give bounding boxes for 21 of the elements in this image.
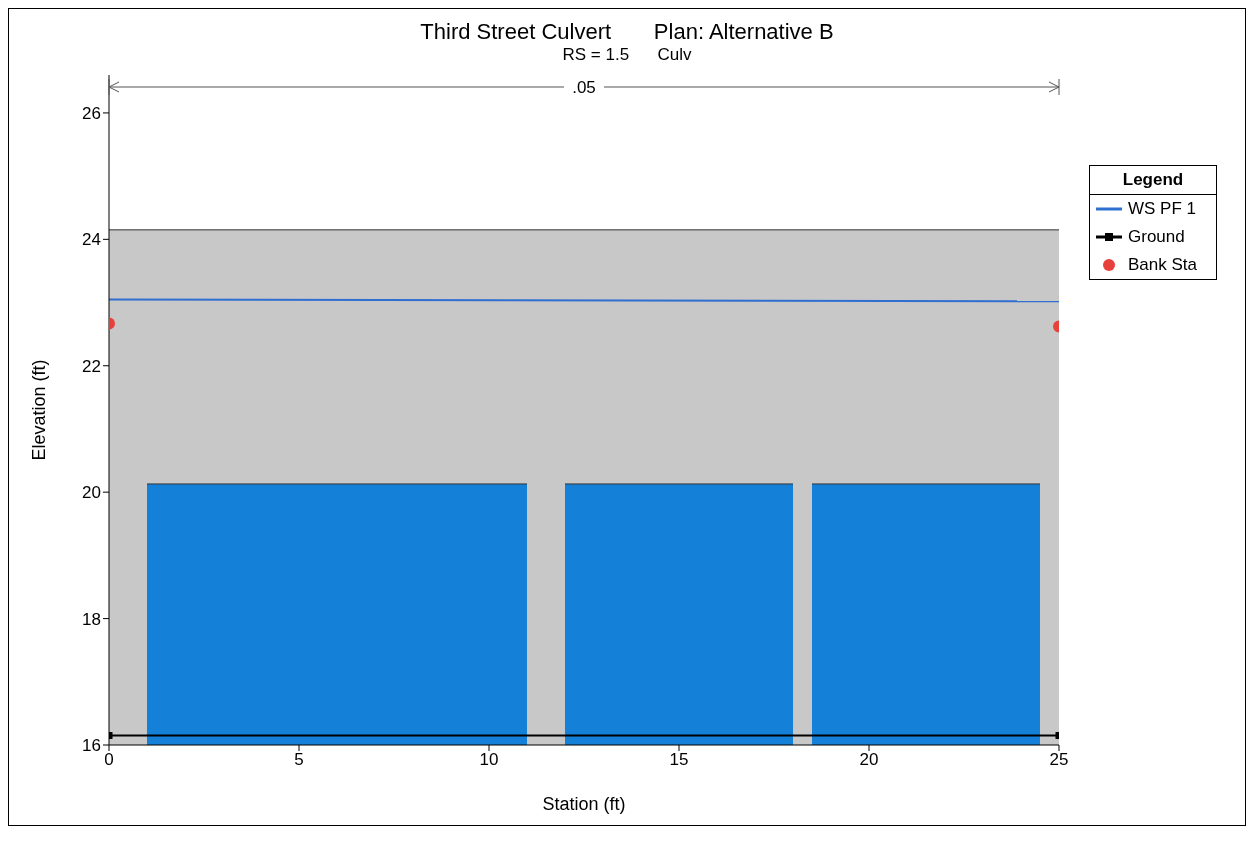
legend-label: Ground xyxy=(1128,227,1185,247)
legend-label: WS PF 1 xyxy=(1128,199,1197,219)
y-tick-label: 20 xyxy=(82,483,101,503)
chart-subtitle: RS = 1.5 Culv xyxy=(561,45,693,65)
legend-title: Legend xyxy=(1090,166,1216,195)
y-tick-label: 18 xyxy=(82,609,101,629)
y-tick-label: 26 xyxy=(82,103,101,123)
y-tick-label: 16 xyxy=(82,736,101,756)
x-tick-label: 25 xyxy=(1049,750,1069,770)
annotation: .05 xyxy=(572,78,596,97)
x-tick-label: 20 xyxy=(859,750,879,770)
y-axis-title: Elevation (ft) xyxy=(29,359,50,461)
x-tick-label: 0 xyxy=(104,750,114,770)
chart-title: Third Street Culvert Plan: Alternative B xyxy=(419,19,835,45)
x-tick-label: 5 xyxy=(294,750,304,770)
y-tick-label: 22 xyxy=(82,356,101,376)
x-tick-label: 15 xyxy=(669,750,689,770)
y-tick-label: 24 xyxy=(82,230,101,250)
x-tick-label: 10 xyxy=(479,750,499,770)
x-axis-title: Station (ft) xyxy=(542,794,626,814)
legend-label: Bank Sta xyxy=(1128,255,1197,275)
